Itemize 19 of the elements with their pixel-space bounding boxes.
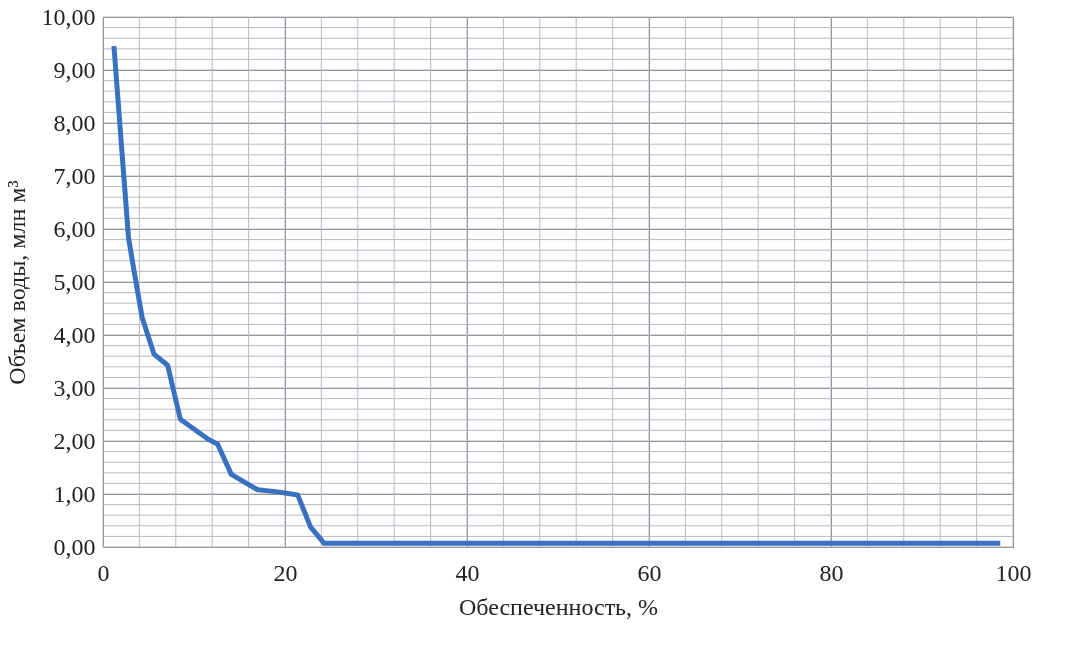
y-tick-label: 8,00: [53, 109, 96, 136]
x-tick-label: 20: [273, 559, 298, 586]
y-tick-label: 4,00: [53, 321, 96, 348]
y-axis-title: Объем воды, млн м³: [3, 180, 30, 385]
x-tick-label: 80: [819, 559, 844, 586]
x-axis-title: Обеспеченность, %: [458, 593, 659, 620]
y-tick-label: 7,00: [53, 162, 96, 189]
y-tick-label: 3,00: [53, 374, 96, 401]
x-tick-label: 100: [995, 559, 1032, 586]
y-tick-label: 1,00: [53, 480, 96, 507]
y-tick-label: 2,00: [53, 427, 96, 454]
y-tick-label: 6,00: [53, 215, 96, 242]
y-tick-label: 5,00: [53, 268, 96, 295]
y-tick-label: 0,00: [53, 533, 96, 560]
y-tick-label: 9,00: [53, 56, 96, 83]
y-tick-label: 10,00: [41, 3, 96, 30]
x-tick-label: 40: [455, 559, 480, 586]
x-tick-label: 0: [97, 559, 110, 586]
x-tick-label: 60: [637, 559, 662, 586]
